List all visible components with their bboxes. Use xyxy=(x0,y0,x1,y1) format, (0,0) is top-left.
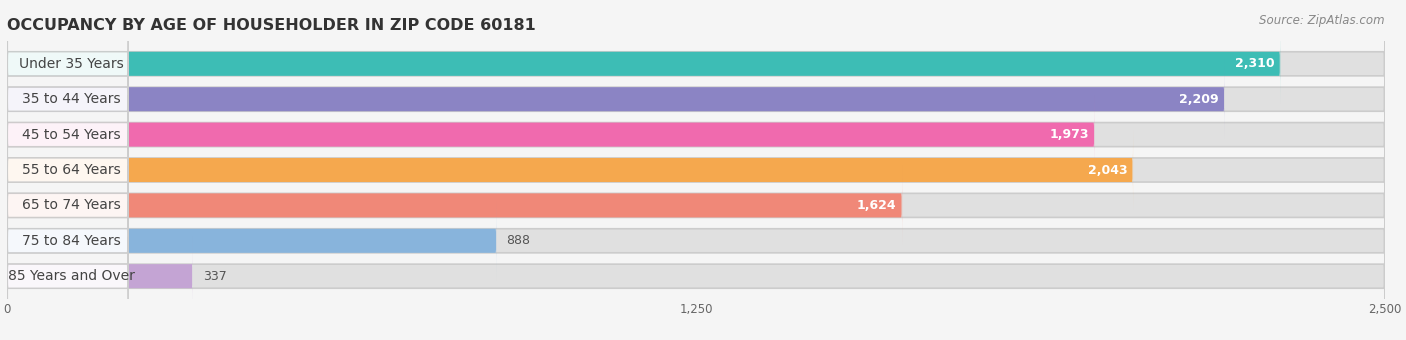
Text: 85 Years and Over: 85 Years and Over xyxy=(7,269,135,283)
Text: Source: ZipAtlas.com: Source: ZipAtlas.com xyxy=(1260,14,1385,27)
FancyBboxPatch shape xyxy=(7,131,128,209)
FancyBboxPatch shape xyxy=(7,237,193,316)
FancyBboxPatch shape xyxy=(7,59,1225,139)
FancyBboxPatch shape xyxy=(7,59,1385,139)
FancyBboxPatch shape xyxy=(7,24,1281,103)
FancyBboxPatch shape xyxy=(7,131,1385,209)
Text: 1,624: 1,624 xyxy=(858,199,897,212)
FancyBboxPatch shape xyxy=(7,201,128,280)
Text: 65 to 74 Years: 65 to 74 Years xyxy=(21,199,121,212)
Text: 35 to 44 Years: 35 to 44 Years xyxy=(21,92,121,106)
Text: 2,209: 2,209 xyxy=(1180,93,1219,106)
FancyBboxPatch shape xyxy=(7,166,128,245)
FancyBboxPatch shape xyxy=(7,95,1094,174)
Text: 75 to 84 Years: 75 to 84 Years xyxy=(21,234,121,248)
FancyBboxPatch shape xyxy=(7,131,1133,209)
FancyBboxPatch shape xyxy=(7,201,1385,280)
FancyBboxPatch shape xyxy=(7,166,903,245)
Text: 2,043: 2,043 xyxy=(1088,164,1128,176)
Text: OCCUPANCY BY AGE OF HOUSEHOLDER IN ZIP CODE 60181: OCCUPANCY BY AGE OF HOUSEHOLDER IN ZIP C… xyxy=(7,18,536,33)
Text: Under 35 Years: Under 35 Years xyxy=(18,57,124,71)
Text: 2,310: 2,310 xyxy=(1234,57,1275,70)
FancyBboxPatch shape xyxy=(7,95,128,174)
FancyBboxPatch shape xyxy=(7,237,128,316)
Text: 888: 888 xyxy=(506,234,530,247)
FancyBboxPatch shape xyxy=(7,24,1385,103)
FancyBboxPatch shape xyxy=(7,166,1385,245)
Text: 337: 337 xyxy=(202,270,226,283)
FancyBboxPatch shape xyxy=(7,237,1385,316)
Text: 45 to 54 Years: 45 to 54 Years xyxy=(21,128,121,141)
FancyBboxPatch shape xyxy=(7,201,496,280)
FancyBboxPatch shape xyxy=(7,24,128,103)
Text: 55 to 64 Years: 55 to 64 Years xyxy=(21,163,121,177)
FancyBboxPatch shape xyxy=(7,95,1385,174)
Text: 1,973: 1,973 xyxy=(1049,128,1088,141)
FancyBboxPatch shape xyxy=(7,59,128,139)
